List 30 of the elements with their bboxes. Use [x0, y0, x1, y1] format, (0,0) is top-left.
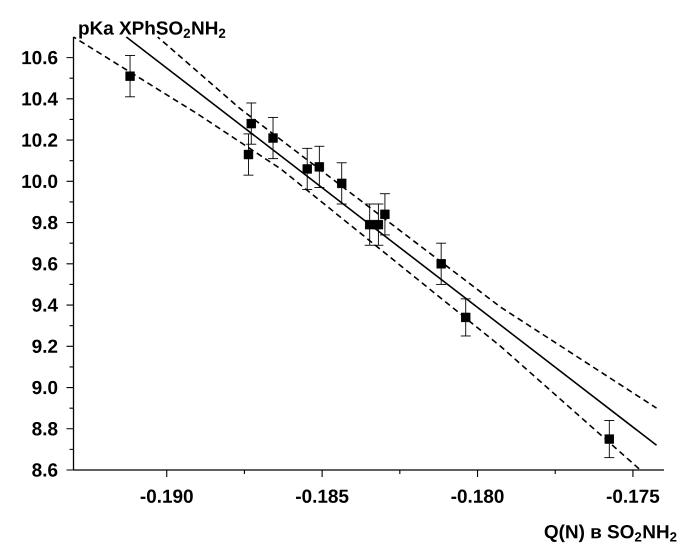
y-tick-label: 10.4 [22, 92, 58, 106]
y-axis-title: pKa XPhSO$_{2}$NH$_{2}$ [79, 20, 226, 38]
point [364, 220, 374, 230]
y-tick-label: 9.8 [32, 216, 58, 230]
point [337, 178, 346, 188]
point [374, 220, 384, 230]
point [125, 71, 135, 81]
y-tick-label: 10.6 [22, 50, 58, 64]
y-tick-label: 9.4 [32, 298, 58, 312]
x-tick-label: -0.190 [140, 490, 193, 503]
point [302, 164, 312, 174]
x-tick-label: -0.180 [451, 490, 504, 503]
y-tick-label: 8.8 [32, 422, 58, 436]
y-tick-label: 9.6 [32, 257, 58, 271]
point [268, 133, 278, 143]
point [461, 312, 470, 322]
point [244, 150, 254, 160]
y-tick-label: 10.2 [22, 133, 58, 147]
point [314, 162, 324, 172]
point [380, 210, 390, 220]
y-tick-label: 9.0 [32, 380, 58, 394]
point [246, 118, 256, 128]
y-tick-label: 8.6 [32, 463, 58, 477]
point [436, 259, 446, 269]
y-tick-label: 10.0 [22, 174, 58, 188]
x-tick-label: -0.185 [296, 490, 348, 503]
x-tick-label: -0.175 [606, 490, 660, 503]
x-axis-title: Q(N) в SO$_{2}$NH$_{2}$ [544, 524, 676, 542]
y-tick-label: 9.2 [32, 340, 58, 353]
point [604, 434, 614, 444]
